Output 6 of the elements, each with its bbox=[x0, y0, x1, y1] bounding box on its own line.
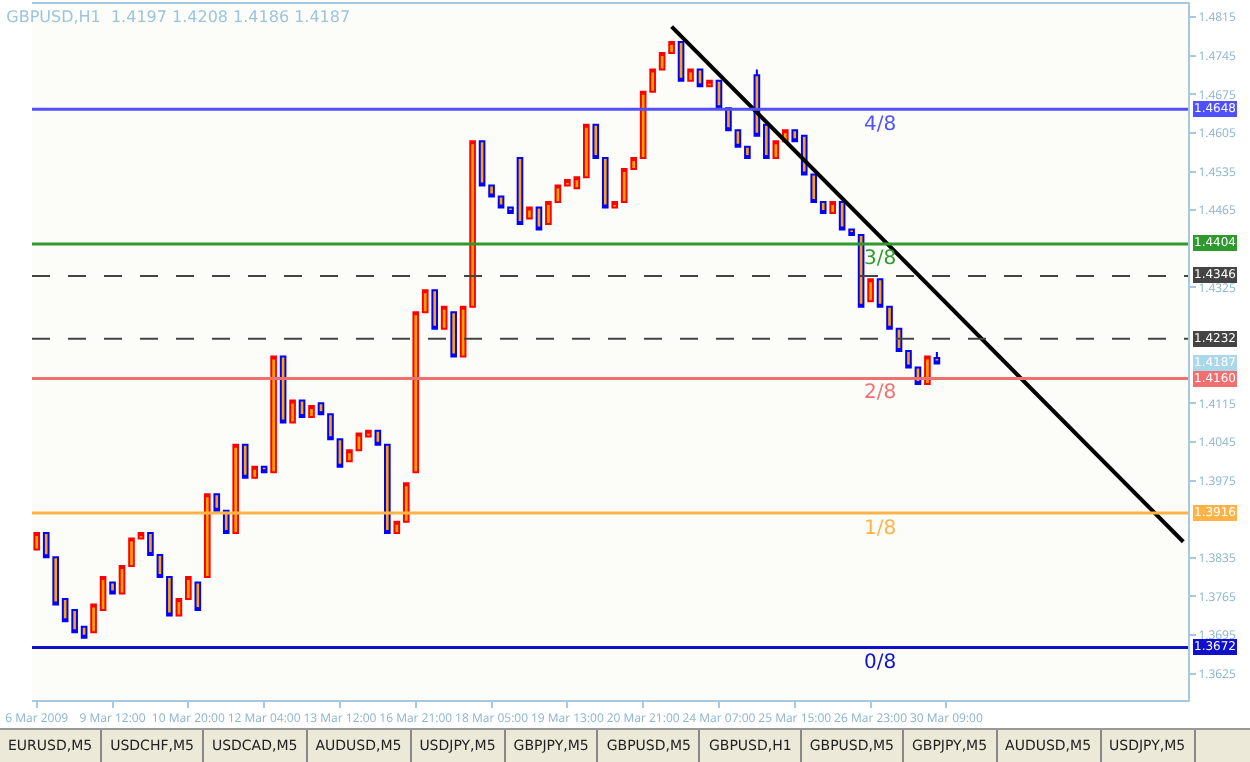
annotation: 4/8 bbox=[864, 114, 897, 136]
chart-title: GBPUSD,H1 1.4197 1.4208 1.4186 1.4187 bbox=[6, 8, 351, 27]
annotation: 1/8 bbox=[864, 518, 897, 540]
annotation: 3/8 bbox=[864, 248, 897, 270]
annotation: 0/8 bbox=[864, 652, 897, 674]
annotation: 2/8 bbox=[864, 382, 897, 404]
